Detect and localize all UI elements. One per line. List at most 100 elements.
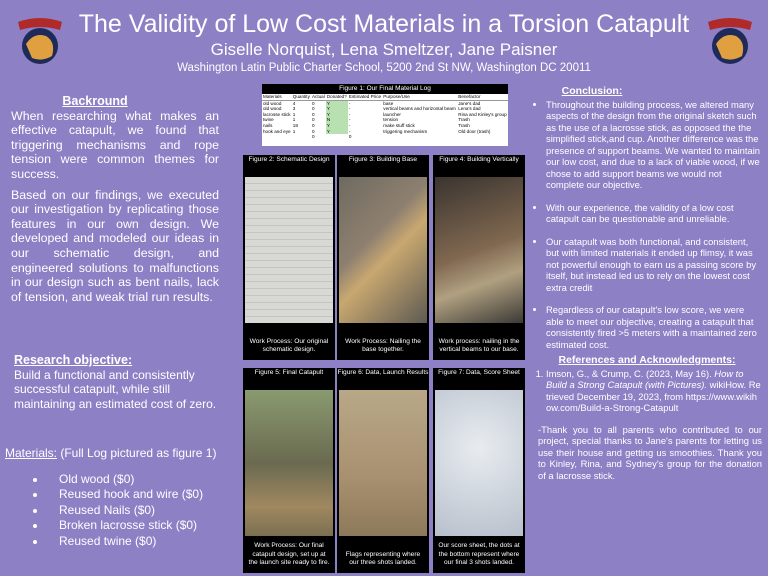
material-item: Broken lacrosse stick ($0) bbox=[47, 518, 235, 534]
table-cell: nails bbox=[263, 122, 273, 128]
column-header: Benefactor bbox=[457, 94, 508, 101]
column-header: Estimated Price bbox=[347, 94, 383, 101]
table-cell: - bbox=[348, 117, 351, 123]
table-cell: tension bbox=[383, 117, 399, 123]
photo bbox=[435, 390, 523, 536]
material-item: Reused hook and wire ($0) bbox=[47, 487, 235, 503]
table-cell: - bbox=[348, 100, 351, 106]
school-crest bbox=[708, 18, 752, 64]
objective-section: Research objective: Build a functional a… bbox=[14, 353, 224, 411]
table-cell bbox=[262, 134, 292, 140]
table-row: lacrosse stick 1 0 Y - launcher Rina and Kinle… bbox=[262, 111, 508, 118]
figure-title: Figure 4: Building Vertically bbox=[439, 156, 519, 163]
table-cell: Trash bbox=[458, 117, 470, 123]
conclusion-bullet: With our experience, the validity of a l… bbox=[546, 202, 762, 225]
material-item: Old wood ($0) bbox=[47, 472, 235, 488]
table-cell: twine bbox=[263, 117, 274, 123]
table-cell: 0 bbox=[311, 122, 315, 128]
table-cell: hook and eye bbox=[263, 128, 291, 134]
table-cell: Y bbox=[325, 128, 348, 135]
materials-section: Materials: (Full Log pictured as figure … bbox=[5, 446, 235, 549]
table-cell: Lena's dad bbox=[458, 106, 481, 112]
material-log: Materials Quantity Actual Donated? Estimated… bbox=[262, 94, 508, 140]
authors: Giselle Norquist, Lena Smeltzer, Jane Pa… bbox=[210, 40, 558, 59]
total-cell: 0 bbox=[348, 134, 352, 140]
table-cell: triggering mechanism bbox=[383, 128, 428, 134]
table-cell: - bbox=[348, 128, 351, 134]
table-cell: 4 bbox=[292, 100, 296, 106]
conclusion-section: Conclusion: Throughout the building proc… bbox=[532, 85, 762, 481]
table-cell: 18 bbox=[292, 122, 298, 128]
conclusion-list: Throughout the building process, we alte… bbox=[532, 99, 762, 351]
table-cell: make stuff stick bbox=[383, 122, 415, 128]
photo bbox=[339, 177, 427, 323]
figure-panel: Figure 7: Data, Score Sheet Our score she… bbox=[433, 368, 525, 573]
table-cell: Y bbox=[325, 100, 348, 107]
heading: References and Acknowledgments: bbox=[558, 354, 736, 366]
table-cell: Y bbox=[325, 122, 348, 129]
column-header: Materials bbox=[262, 94, 292, 101]
table-cell: Y bbox=[325, 111, 348, 118]
column-header: Donated? bbox=[325, 94, 348, 101]
table-cell: 0 bbox=[311, 100, 315, 106]
conclusion-bullet: Throughout the building process, we alte… bbox=[546, 99, 762, 191]
heading: Research objective: bbox=[14, 353, 133, 367]
school: Washington Latin Public Charter School, … bbox=[177, 62, 591, 74]
figure-title: Figure 5: Final Catapult bbox=[254, 369, 324, 376]
table-cell: - bbox=[348, 106, 351, 112]
table-row: nails 18 0 Y - make stuff stick Trash bbox=[262, 122, 508, 129]
table-row: hook and eye 1 0 Y - triggering mechanism Old … bbox=[262, 128, 508, 135]
table-cell: old wood bbox=[263, 100, 282, 106]
figure-panel: Figure 2: Schematic Design Work Process: … bbox=[243, 155, 335, 360]
figure-title: Figure 6: Data, Launch Results bbox=[337, 369, 429, 376]
table-cell: lacrosse stick bbox=[263, 111, 291, 117]
photo bbox=[435, 177, 523, 323]
table-cell: base bbox=[383, 100, 394, 106]
table-cell: 0 bbox=[311, 106, 315, 112]
materials-list: Old wood ($0)Reused hook and wire ($0)Re… bbox=[5, 472, 235, 550]
column-header: Purpose/Use bbox=[382, 94, 458, 101]
ref-authors: Imson, G., & Crump, C. (2023, May 16). bbox=[546, 367, 712, 379]
photo bbox=[339, 390, 427, 536]
figure-panel: Figure 3: Building Base Work Process: Nai… bbox=[337, 155, 429, 360]
table-cell bbox=[292, 134, 311, 140]
table-cell: - bbox=[348, 111, 351, 117]
figure-panel: Figure 6: Data, Launch Results Flags repr… bbox=[337, 368, 429, 573]
photo bbox=[245, 177, 333, 323]
table-cell: 0 bbox=[311, 117, 315, 123]
table-cell: 0 bbox=[311, 128, 315, 134]
column-header: Quantity bbox=[291, 94, 311, 101]
heading: Materials: bbox=[5, 446, 58, 460]
table-cell bbox=[326, 134, 348, 140]
table-cell: 1 bbox=[292, 128, 296, 134]
figure-table: Figure 1: Our Final Material Log Materia… bbox=[262, 84, 508, 146]
figure-caption: Flags representing where our three shots… bbox=[345, 550, 421, 566]
school-crest bbox=[18, 18, 62, 64]
table-row: old wood 3 0 Y - vertical beams and horizonta… bbox=[262, 106, 508, 112]
table-cell: 0 bbox=[311, 111, 315, 117]
acknowledgments: -Thank you to all parents who contribute… bbox=[538, 423, 762, 481]
table-header: Materials Quantity Actual Donated? Estimated… bbox=[262, 94, 508, 101]
figure-caption: Figure 1: Our Final Material Log bbox=[262, 84, 508, 94]
table-cell: launcher bbox=[383, 111, 401, 117]
material-item: Reused twine ($0) bbox=[47, 534, 235, 550]
conclusion-bullet: Regardless of our catapult's low score, … bbox=[546, 304, 762, 350]
figure-title: Figure 2: Schematic Design bbox=[248, 156, 330, 163]
title: The Validity of Low Cost Materials in a … bbox=[78, 10, 690, 38]
background-section: Backround When researching what makes an… bbox=[11, 94, 219, 304]
photo bbox=[245, 390, 333, 536]
conclusion-bullet: Our catapult was both functional, and co… bbox=[546, 236, 762, 294]
paragraph: Based on our findings, we executed our i… bbox=[11, 187, 219, 304]
figure-caption: Work Process: Our final catapult design,… bbox=[248, 542, 330, 566]
figure-caption: Work process: nailing in the vertical be… bbox=[438, 337, 520, 353]
table-cell: - bbox=[348, 122, 351, 128]
table-cell: vertical beams and horizontal beam bbox=[383, 106, 456, 112]
paragraph: When researching what makes an effective… bbox=[11, 108, 219, 181]
table-cell: Y bbox=[325, 106, 348, 112]
table-cell: old wood bbox=[263, 106, 282, 112]
material-item: Reused Nails ($0) bbox=[47, 503, 235, 519]
table-cell: Rina and Kinley's group bbox=[458, 111, 507, 117]
table-cell: 1 bbox=[292, 111, 296, 117]
